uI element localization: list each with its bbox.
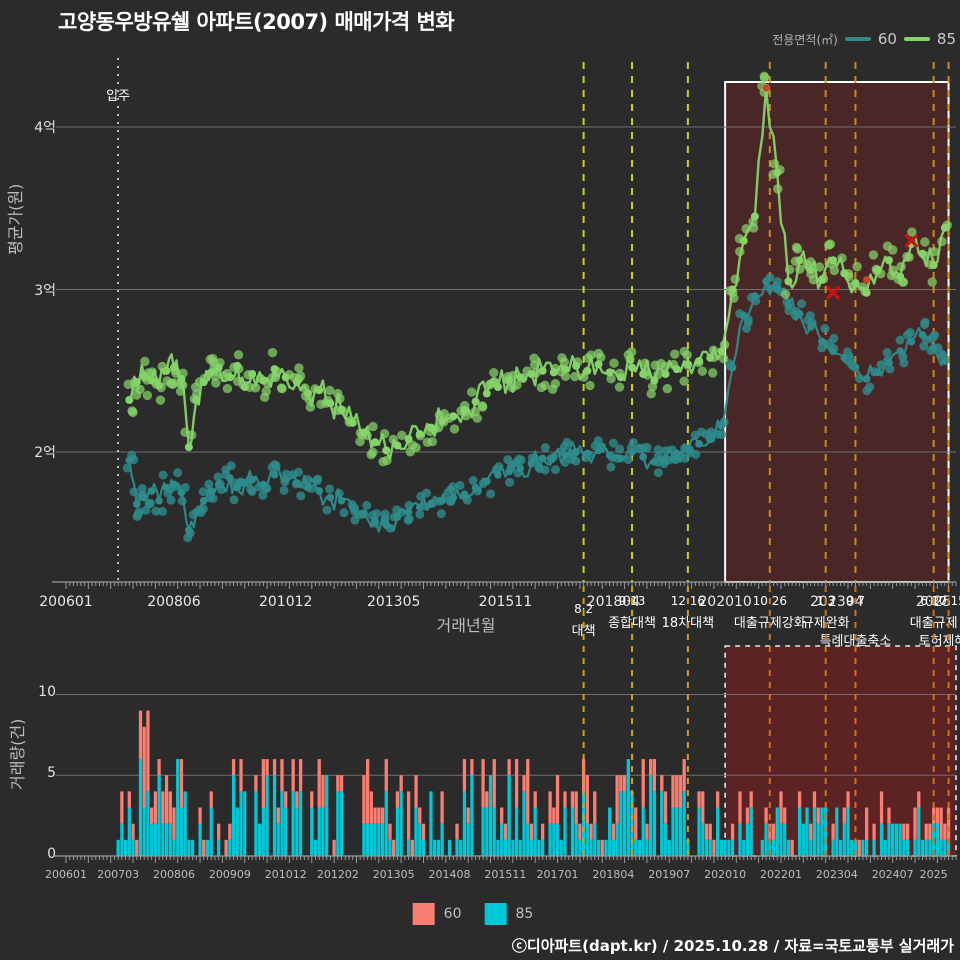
legend-swatch-volume-60 — [412, 903, 435, 925]
volume-x-tick-201408: 201408 — [428, 868, 471, 881]
legend-label-85: 85 — [936, 30, 956, 48]
legend-swatch-85 — [903, 37, 930, 41]
volume-y-tick-5: 5 — [47, 765, 56, 782]
legend-label-volume-60: 60 — [443, 906, 462, 922]
policy-name-6: 대출규제 — [909, 616, 958, 631]
page-title: 고양동우방유쉘 아파트(2007) 매매가격 변화 — [58, 10, 455, 34]
policy-date-0: 8·2 — [574, 602, 594, 616]
policy-name-3: 대출규제강화 — [733, 616, 806, 631]
legend-swatch-60 — [844, 37, 871, 41]
volume-x-tick-202304: 202304 — [815, 868, 858, 881]
volume-x-tick-202407: 202407 — [871, 868, 914, 881]
volume-x-tick-202201: 202201 — [759, 868, 802, 881]
y-tick-3억: 3억 — [34, 282, 56, 299]
policy-name-5: 특례대출축소 — [819, 634, 892, 649]
policy-date-4: 1·3 — [816, 594, 836, 608]
y-tick-2억: 2억 — [34, 445, 56, 461]
policy-name-0: 대책 — [571, 624, 596, 639]
policy-name-7: 토허제해제 — [918, 634, 960, 649]
volume-chart — [66, 646, 956, 856]
policy-date-2: 12·16 — [670, 594, 706, 608]
legend-label-60: 60 — [877, 30, 897, 48]
main-y-axis-label: 평균가(원) — [6, 183, 25, 255]
volume-y-tick-10: 10 — [38, 684, 56, 701]
x-tick-201804: 201804 — [586, 594, 641, 610]
y-tick-4억: 4억 — [34, 120, 56, 136]
policy-name-1: 종합대책 — [608, 616, 656, 631]
volume-x-tick-200806: 200806 — [152, 868, 195, 881]
volume-x-tick-201202: 201202 — [316, 868, 359, 881]
legend-swatch-volume-85 — [484, 903, 507, 925]
policy-date-1: 9·13 — [618, 594, 646, 608]
legend-top: 전용면적(㎡) 60 85 — [772, 30, 956, 48]
volume-x-tick-201907: 201907 — [648, 868, 691, 881]
policy-date-3: 10·26 — [752, 594, 787, 608]
price-chart — [66, 62, 956, 582]
legend-bottom: 60 85 — [412, 903, 548, 925]
legend-label-volume-85: 85 — [515, 906, 534, 922]
volume-x-tick-200601: 200601 — [45, 868, 87, 881]
occupancy-label: 입주 — [106, 89, 131, 104]
volume-x-tick-200909: 200909 — [208, 868, 251, 881]
volume-x-tick-201701: 201701 — [536, 868, 579, 881]
policy-date-5: 9·7 — [845, 594, 865, 608]
volume-x-tick-201511: 201511 — [484, 868, 527, 881]
x-tick-202304: 202304 — [810, 594, 864, 610]
x-tick-200806: 200806 — [147, 594, 201, 610]
volume-x-tick-201804: 201804 — [592, 868, 635, 881]
policy-name-2: 18차대책 — [661, 616, 715, 631]
volume-y-axis-label: 거래량(건) — [8, 718, 27, 790]
policy-date-7: 10·15 — [931, 594, 960, 608]
volume-x-tick-201305: 201305 — [372, 868, 415, 881]
x-tick-202010: 202010 — [698, 594, 752, 610]
x-tick-200601: 200601 — [39, 594, 93, 610]
policy-name-4: 규제완화 — [801, 616, 850, 631]
volume-x-tick-2025: 2025 — [919, 868, 948, 881]
x-tick-201012: 201012 — [258, 594, 313, 610]
volume-y-tick-0: 0 — [47, 846, 56, 862]
main-x-axis-label: 거래년월 — [436, 616, 496, 635]
x-tick-201305: 201305 — [366, 594, 421, 610]
x-tick-201511: 201511 — [478, 594, 533, 610]
volume-x-tick-200703: 200703 — [97, 868, 140, 881]
footer-credit: ⓒ디아파트(dapt.kr) / 2025.10.28 / 자료=국토교통부 실… — [511, 937, 954, 955]
volume-x-tick-201012: 201012 — [264, 868, 307, 881]
volume-x-tick-202010: 202010 — [704, 868, 747, 881]
legend-top-title: 전용면적(㎡) — [772, 32, 838, 47]
